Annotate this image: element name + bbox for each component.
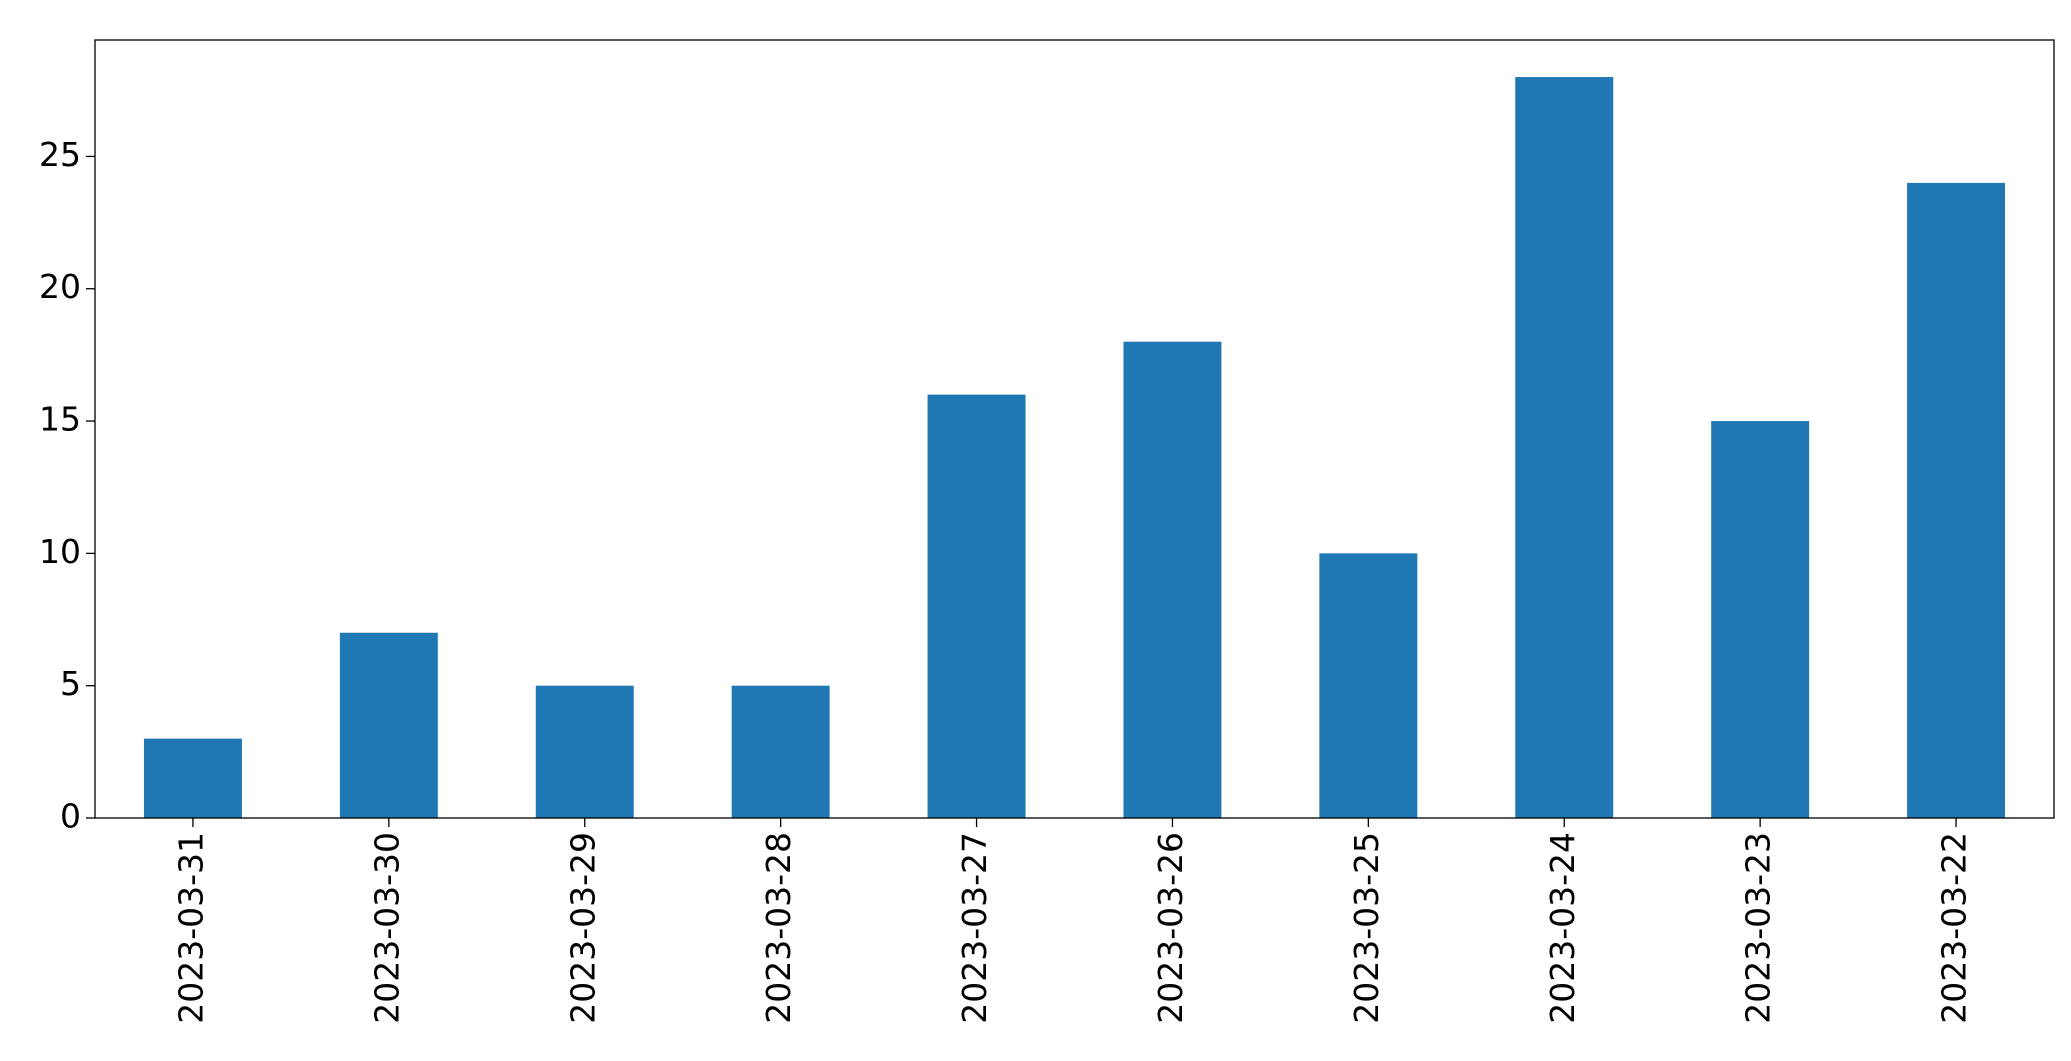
bar: [535, 685, 634, 818]
bar: [1319, 553, 1418, 818]
y-tick-label: 10: [39, 532, 81, 571]
x-tick-label: 2023-03-26: [1151, 832, 1190, 1024]
plot-frame: [94, 39, 2055, 819]
y-tick-label: 5: [60, 664, 81, 703]
x-tick-label: 2023-03-29: [563, 832, 602, 1024]
bar: [1711, 421, 1810, 818]
x-tick-label: 2023-03-28: [759, 832, 798, 1024]
x-tick-label: 2023-03-27: [955, 832, 994, 1024]
bar: [1907, 182, 2006, 819]
x-tick-label: 2023-03-22: [1935, 832, 1974, 1024]
y-tick-label: 25: [39, 135, 81, 174]
bar: [143, 738, 242, 818]
bar: [731, 685, 830, 818]
bar: [927, 394, 1026, 818]
x-tick-label: 2023-03-31: [171, 832, 210, 1024]
bar: [339, 632, 438, 818]
x-tick-label: 2023-03-25: [1347, 832, 1386, 1024]
bar: [1515, 77, 1614, 819]
bar: [1123, 341, 1222, 818]
x-tick-label: 2023-03-24: [1543, 832, 1582, 1024]
y-tick-label: 15: [39, 400, 81, 439]
y-tick-label: 20: [39, 267, 81, 306]
x-tick-label: 2023-03-23: [1739, 832, 1778, 1024]
y-tick-label: 0: [60, 797, 81, 836]
x-tick-label: 2023-03-30: [367, 832, 406, 1024]
